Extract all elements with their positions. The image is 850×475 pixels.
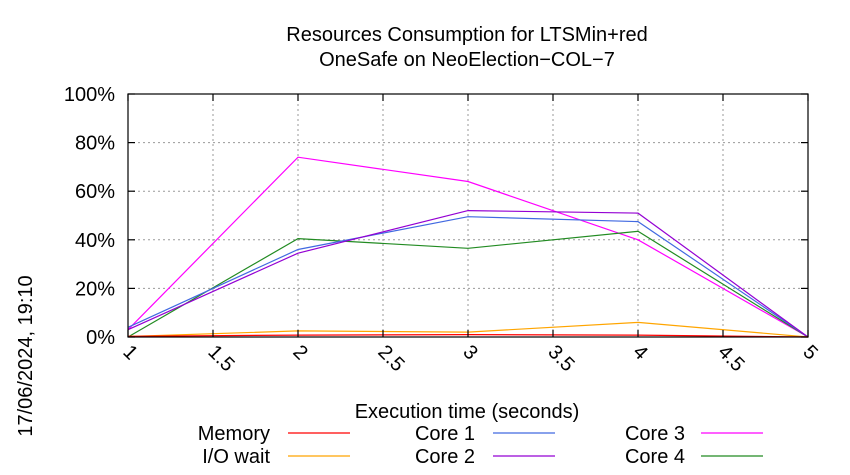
x-tick-label: 2.5 — [373, 341, 408, 376]
y-tick-label: 60% — [75, 181, 115, 203]
x-tick-label: 2 — [288, 341, 311, 364]
x-tick-label: 1.5 — [203, 341, 238, 376]
x-tick-label: 1 — [118, 341, 141, 364]
legend-entry: Core 1 — [415, 423, 555, 445]
series-line-core-3 — [127, 156, 809, 338]
legend-label: Core 1 — [415, 423, 475, 445]
legend-entry: Core 2 — [415, 446, 555, 468]
x-tick-label: 4 — [628, 341, 651, 364]
series-line-core-2 — [127, 209, 809, 338]
chart-title-line1: Resources Consumption for LTSMin+red — [286, 24, 647, 46]
y-tick-label: 20% — [75, 278, 115, 300]
legend-entry: Core 4 — [625, 446, 763, 468]
timestamp-label: 17/06/2024, 19:10 — [15, 275, 37, 436]
series-line-core-1 — [127, 216, 809, 338]
y-tick-label: 0% — [86, 327, 115, 349]
legend-label: Core 4 — [625, 446, 685, 468]
x-tick-label: 5 — [798, 341, 821, 364]
chart-title-line2: OneSafe on NeoElection−COL−7 — [319, 49, 615, 71]
legend-entry: I/O wait — [202, 446, 350, 468]
legend-entry: Memory — [198, 423, 350, 445]
legend-label: Memory — [198, 423, 270, 445]
legend-label: Core 3 — [625, 423, 685, 445]
legend-entry: Core 3 — [625, 423, 763, 445]
x-tick-label: 4.5 — [713, 341, 748, 376]
y-axis-ticks: 0% 20% 40% 60% 80% 100% — [64, 84, 808, 349]
y-tick-label: 80% — [75, 133, 115, 155]
series-line-core-4 — [127, 230, 809, 338]
x-axis-label: Execution time (seconds) — [355, 401, 580, 423]
legend-label: I/O wait — [202, 446, 270, 468]
x-tick-label: 3 — [458, 341, 481, 364]
legend-label: Core 2 — [415, 446, 475, 468]
grid — [128, 94, 808, 337]
x-tick-label: 3.5 — [543, 341, 578, 376]
y-tick-label: 40% — [75, 230, 115, 252]
y-tick-label: 100% — [64, 84, 115, 106]
